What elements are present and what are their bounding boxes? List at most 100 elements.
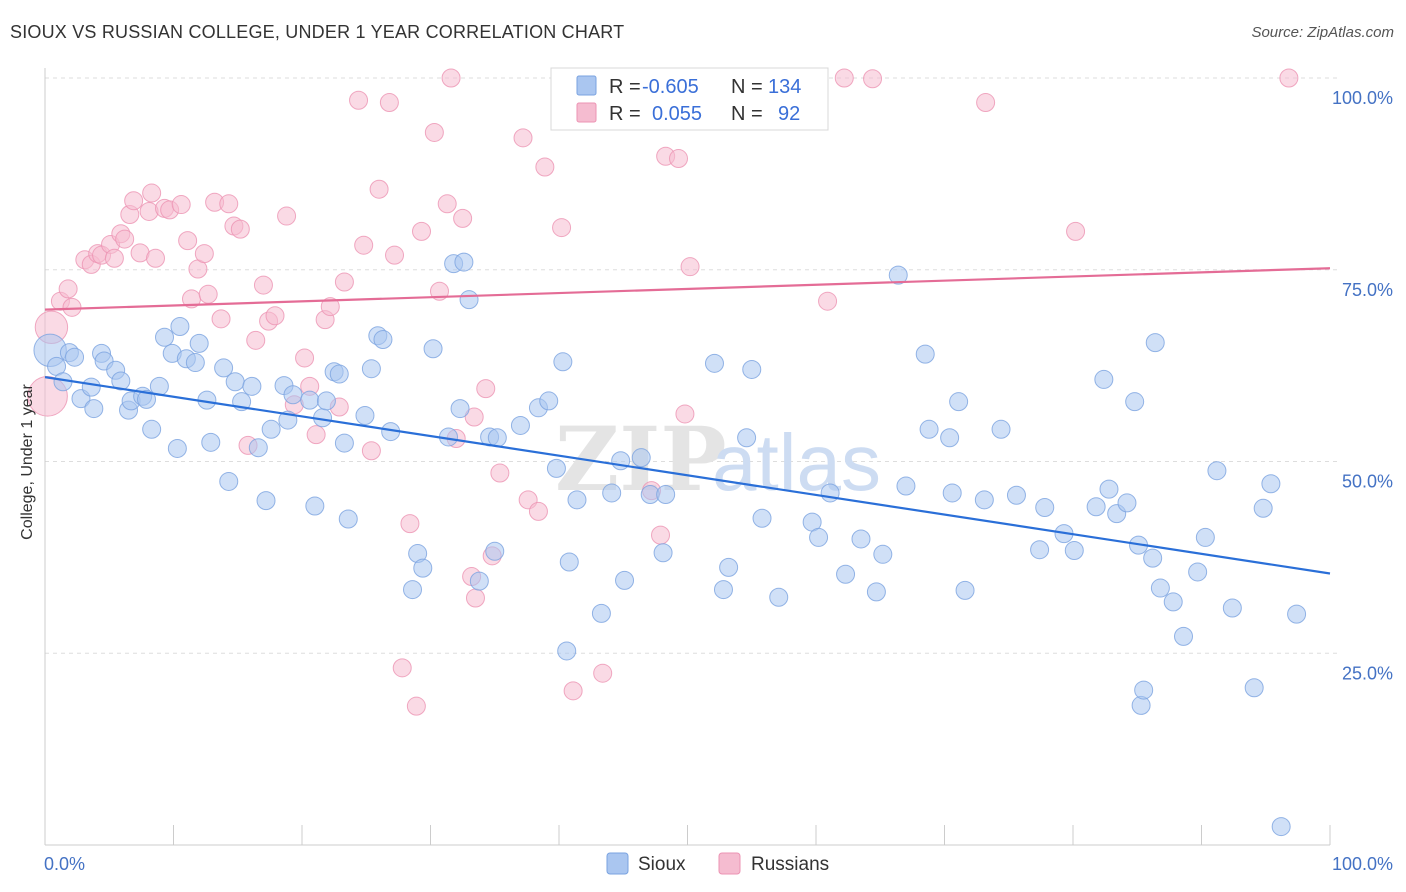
legend-n-value: 134 — [768, 76, 801, 98]
sioux-point — [305, 496, 325, 516]
russians-point — [146, 248, 166, 268]
sioux-point — [888, 265, 908, 285]
russians-point — [277, 206, 297, 226]
russians-point — [552, 218, 572, 238]
russians-point — [139, 201, 159, 221]
sioux-point — [559, 552, 579, 572]
sioux-point — [809, 527, 829, 547]
russians-point — [104, 248, 124, 268]
stats-legend: R = -0.605 N = 134 R = 0.055 N = 92 — [550, 67, 829, 131]
russians-point — [219, 194, 239, 214]
sioux-point — [403, 580, 423, 600]
legend-r-value: 0.055 — [652, 103, 702, 125]
sioux-point — [873, 544, 893, 564]
legend-r-label: R = — [609, 103, 641, 125]
russians-trend-line — [44, 267, 1331, 311]
sioux-point — [742, 359, 762, 379]
russians-point — [834, 68, 854, 88]
sioux-point — [1150, 578, 1170, 598]
sioux-point — [866, 582, 886, 602]
x-tick-labels: 0.0% 100.0% — [44, 854, 1393, 874]
y-tick-label: 75.0% — [1342, 280, 1393, 300]
sioux-point — [155, 327, 175, 347]
sioux-point — [1222, 598, 1242, 618]
legend-label-russians: Russians — [751, 854, 829, 875]
russians-point — [563, 681, 583, 701]
russians-point — [513, 128, 533, 148]
sioux-point — [261, 419, 281, 439]
russians-point — [863, 69, 883, 89]
legend-swatch-russians — [576, 102, 597, 123]
sioux-point — [851, 529, 871, 549]
chart-title: SIOUX VS RUSSIAN COLLEGE, UNDER 1 YEAR C… — [10, 22, 625, 42]
sioux-point — [1143, 548, 1163, 568]
sioux-point — [974, 490, 994, 510]
russians-point — [194, 244, 214, 264]
russians-point — [211, 309, 231, 329]
legend-swatch-sioux — [576, 75, 597, 96]
sioux-point — [591, 603, 611, 623]
russians-point — [198, 284, 218, 304]
sioux-point — [423, 339, 443, 359]
stats-legend-box — [550, 67, 829, 131]
sioux-point — [1163, 592, 1183, 612]
source-label: Source: ZipAtlas.com — [1251, 24, 1394, 41]
sioux-point — [373, 330, 393, 350]
sioux-point — [256, 491, 276, 511]
sioux-point — [248, 438, 268, 458]
sioux-point — [338, 509, 358, 529]
russians-point — [976, 93, 996, 113]
sioux-point — [1195, 527, 1215, 547]
russians-point — [818, 291, 838, 311]
russians-point — [246, 330, 266, 350]
sioux-point — [1117, 493, 1137, 513]
russians-point — [476, 379, 496, 399]
sioux-point — [991, 419, 1011, 439]
trend-lines — [44, 267, 1331, 575]
russians-point — [412, 221, 432, 241]
sioux-point — [137, 389, 157, 409]
sioux-point — [361, 359, 381, 379]
russians-point — [124, 191, 144, 211]
russians-point — [361, 441, 381, 461]
russians-point — [349, 90, 369, 110]
sioux-trend-line — [44, 376, 1331, 575]
sioux-point — [1145, 333, 1165, 353]
russians-point — [1279, 68, 1299, 88]
sioux-point — [656, 484, 676, 504]
sioux-point — [1125, 392, 1145, 412]
sioux-point — [283, 385, 303, 405]
watermark-atlas: atlas — [712, 418, 881, 507]
sioux-point — [469, 571, 489, 591]
russians-point — [265, 306, 285, 326]
russians-point — [1066, 221, 1086, 241]
russians-point — [58, 279, 78, 299]
russians-point — [593, 663, 613, 683]
russians-point — [171, 195, 191, 215]
y-tick-label: 100.0% — [1332, 88, 1393, 108]
axes — [44, 68, 1331, 846]
y-axis-title: College, Under 1 year — [19, 384, 36, 540]
sioux-point — [949, 392, 969, 412]
sioux-point — [1006, 485, 1026, 505]
sioux-point — [1244, 678, 1264, 698]
sioux-point — [546, 458, 566, 478]
sioux-point — [769, 587, 789, 607]
sioux-point — [485, 541, 505, 561]
sioux-point — [915, 344, 935, 364]
legend-label-sioux: Sioux — [638, 854, 686, 875]
sioux-point — [836, 564, 856, 584]
russians-point — [306, 425, 326, 445]
russians-point — [680, 257, 700, 277]
x-tick-label: 0.0% — [44, 854, 85, 874]
legend-swatch-sioux — [606, 852, 629, 875]
sioux-point — [631, 448, 651, 468]
sioux-point — [65, 347, 85, 367]
russians-points — [27, 68, 1299, 716]
sioux-point — [1134, 680, 1154, 700]
sioux-point — [167, 438, 187, 458]
russians-point — [334, 272, 354, 292]
y-tick-label: 50.0% — [1342, 472, 1393, 492]
legend-n-label: N = — [731, 76, 763, 98]
